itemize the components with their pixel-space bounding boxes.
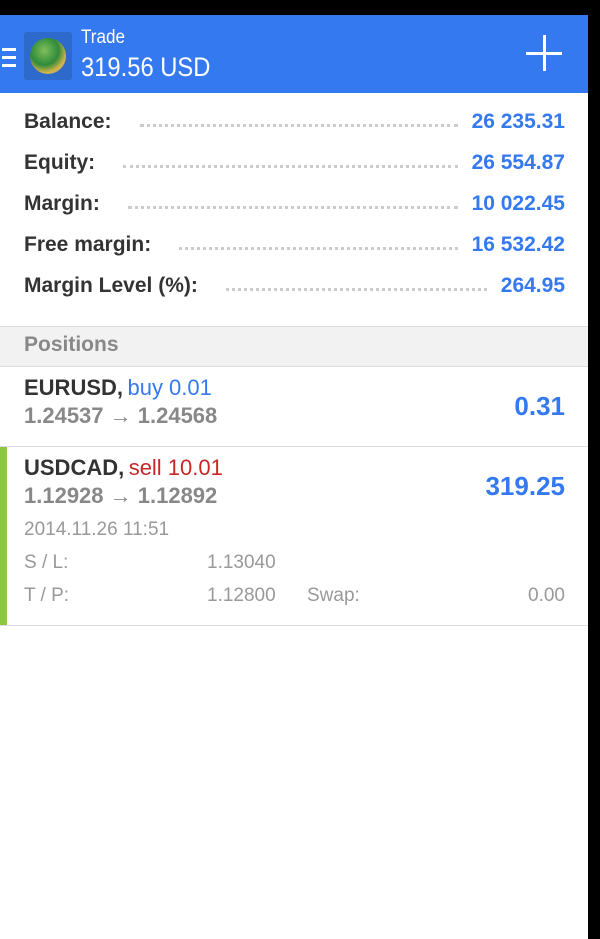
position-prices: 1.12928 → 1.12892 (24, 483, 218, 508)
summary-value: 10 022.45 (471, 191, 565, 215)
menu-icon[interactable] (2, 48, 16, 72)
summary-label: Free margin: (24, 232, 152, 256)
swap-value: 0.00 (528, 585, 565, 606)
position-time-row: 2014.11.26 11:51 (24, 515, 565, 548)
summary-value: 264.95 (500, 273, 565, 297)
summary-free-margin: Free margin: 16 532.42 (24, 224, 565, 265)
position-type: buy 0.01 (127, 375, 212, 400)
position-profit: 0.31 (514, 391, 565, 421)
dot-leader (179, 247, 458, 250)
summary-label: Balance: (24, 109, 112, 133)
summary-margin: Margin: 10 022.45 (24, 183, 565, 224)
summary-label: Margin Level (%): (24, 273, 198, 297)
dot-leader (123, 165, 458, 168)
summary-value: 16 532.42 (471, 232, 565, 256)
position-symbol: USDCAD, (24, 455, 125, 480)
summary-label: Margin: (24, 191, 100, 215)
stop-loss-row: S / L: 1.13040 (24, 548, 565, 581)
account-summary: Balance: 26 235.31 Equity: 26 554.87 Margi… (0, 93, 588, 326)
position-type: sell 10.01 (128, 455, 223, 480)
take-profit-row: T / P: 1.12800 Swap: 0.00 (24, 581, 565, 614)
new-order-plus-icon[interactable] (526, 35, 562, 71)
position-profit: 319.25 (485, 471, 565, 501)
summary-label: Equity: (24, 150, 96, 174)
dot-leader (225, 288, 487, 291)
dot-leader (127, 206, 458, 209)
selected-indicator (0, 447, 7, 625)
trade-screen: Trade 319.56 USD Balance: 26 235.31 Equit… (0, 15, 588, 939)
position-row[interactable]: EURUSD, buy 0.01 1.24537 → 1.24568 0.31 (0, 367, 588, 447)
summary-margin-level: Margin Level (%): 264.95 (24, 265, 565, 306)
summary-balance: Balance: 26 235.31 (24, 101, 565, 142)
position-time: 2014.11.26 11:51 (24, 519, 170, 540)
sl-label: S / L: (24, 552, 69, 573)
tp-label: T / P: (24, 585, 70, 606)
position-symbol: EURUSD, (24, 375, 124, 400)
summary-value: 26 235.31 (471, 109, 565, 133)
sl-value: 1.13040 (207, 552, 276, 573)
status-bar (0, 0, 600, 15)
page-title: Trade (81, 27, 126, 48)
swap-label: Swap: (307, 585, 360, 606)
position-prices: 1.24537 → 1.24568 (24, 403, 218, 428)
dot-leader (139, 124, 458, 127)
position-row-selected[interactable]: USDCAD, sell 10.01 1.12928 → 1.12892 319… (0, 447, 588, 626)
app-logo-icon[interactable] (24, 32, 72, 80)
positions-heading: Positions (0, 326, 588, 367)
app-header: Trade 319.56 USD (0, 15, 588, 93)
summary-equity: Equity: 26 554.87 (24, 142, 565, 183)
tp-value: 1.12800 (207, 585, 276, 606)
summary-value: 26 554.87 (471, 150, 565, 174)
header-profit: 319.56 USD (81, 52, 211, 82)
